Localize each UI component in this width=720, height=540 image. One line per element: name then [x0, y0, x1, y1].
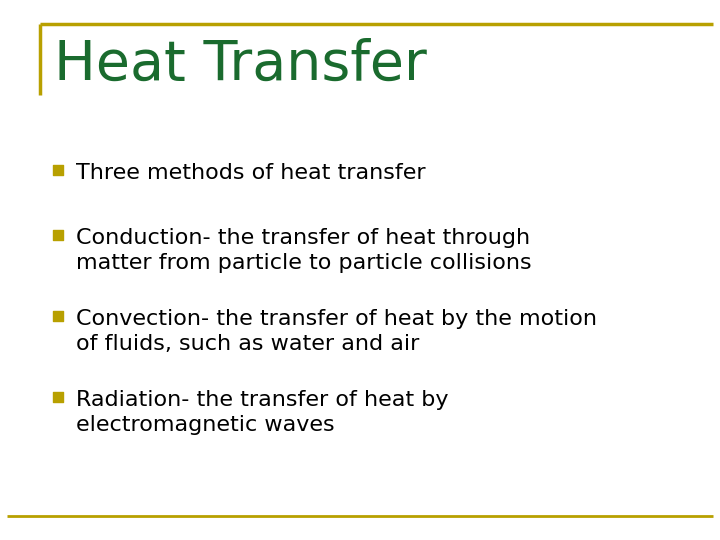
Point — [52, 393, 63, 401]
Text: Three methods of heat transfer: Three methods of heat transfer — [76, 163, 426, 183]
Text: Convection- the transfer of heat by the motion
of fluids, such as water and air: Convection- the transfer of heat by the … — [76, 309, 597, 354]
Point — [52, 166, 63, 174]
Text: Heat Transfer: Heat Transfer — [54, 38, 427, 92]
Text: Conduction- the transfer of heat through
matter from particle to particle collis: Conduction- the transfer of heat through… — [76, 228, 531, 273]
Text: Radiation- the transfer of heat by
electromagnetic waves: Radiation- the transfer of heat by elect… — [76, 390, 448, 435]
Point — [52, 231, 63, 239]
Point — [52, 312, 63, 320]
